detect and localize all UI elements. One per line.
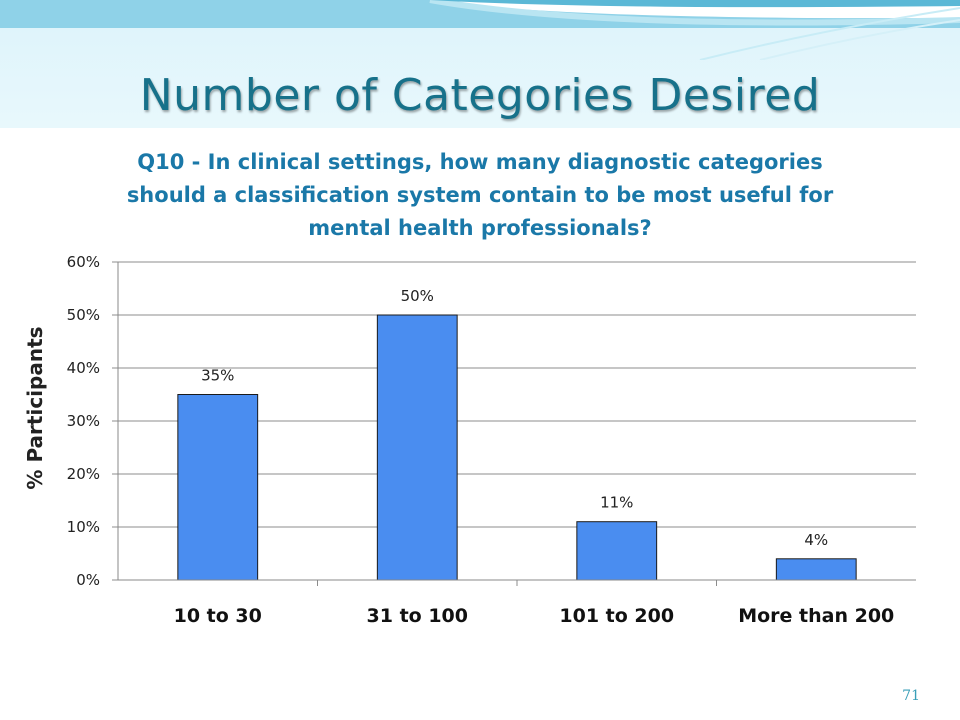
y-axis-label: % Participants	[23, 326, 47, 489]
x-tick-label: 10 to 30	[174, 605, 262, 627]
data-label: 35%	[201, 367, 234, 385]
bars	[177, 314, 857, 581]
bar	[775, 558, 857, 581]
x-axis-ticks: 10 to 30 31 to 100 101 to 200 More than 200	[174, 580, 894, 627]
data-labels: 35% 50% 11% 4%	[201, 287, 828, 549]
plot-frame	[117, 262, 916, 581]
slide-title: Number of Categories Desired	[139, 70, 821, 121]
y-tick-label: 50%	[67, 306, 100, 324]
bar	[177, 394, 259, 581]
header-decoration	[0, 0, 960, 60]
data-label: 4%	[804, 531, 828, 549]
y-tick-label: 40%	[67, 359, 100, 377]
bar	[376, 314, 458, 581]
y-axis-ticks: 0% 10% 20% 30% 40% 50% 60%	[67, 253, 118, 589]
data-label: 50%	[401, 287, 434, 305]
slide-number: 71	[902, 688, 920, 704]
header-band	[0, 28, 960, 128]
chart-title: Q10 - In clinical settings, how many dia…	[126, 150, 834, 240]
y-tick-label: 0%	[76, 571, 100, 589]
y-tick-label: 30%	[67, 412, 100, 430]
bar-chart: 0% 10% 20% 30% 40% 50% 60% 35% 50% 11% 4% 10 to 3…	[23, 253, 916, 627]
data-label: 11%	[600, 494, 633, 512]
x-tick-label: 101 to 200	[559, 605, 674, 627]
y-tick-label: 60%	[67, 253, 100, 271]
y-tick-label: 10%	[67, 518, 100, 536]
x-tick-label: More than 200	[738, 605, 894, 627]
y-tick-label: 20%	[67, 465, 100, 483]
bar	[576, 521, 658, 581]
x-tick-label: 31 to 100	[367, 605, 468, 627]
